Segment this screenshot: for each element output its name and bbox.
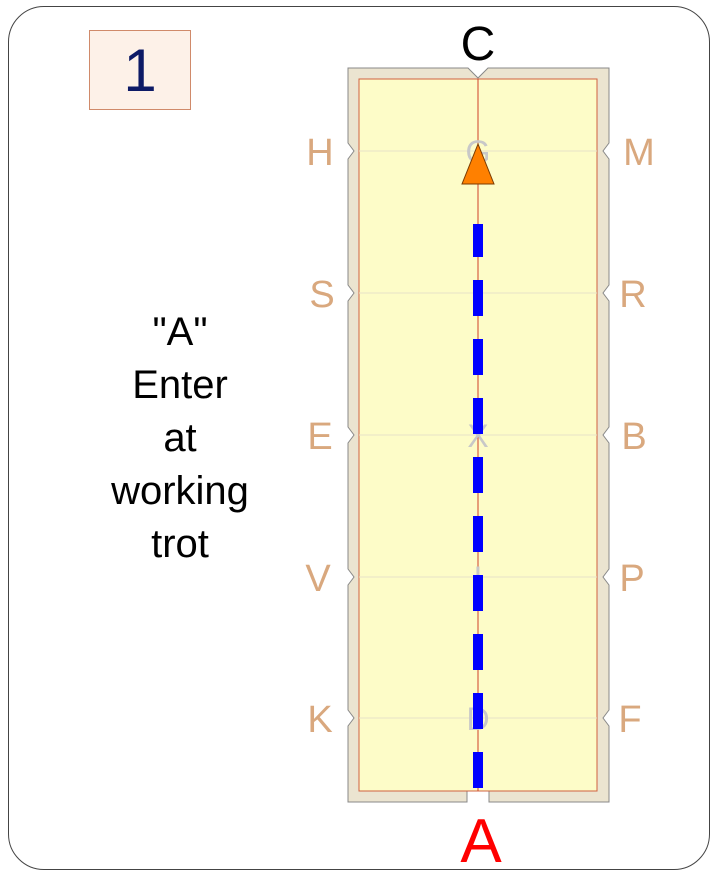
marker-h: H <box>306 132 333 174</box>
marker-b: B <box>621 416 646 458</box>
direction-arrow-icon <box>461 142 495 185</box>
marker-m: M <box>623 132 655 174</box>
marker-e: E <box>307 416 332 458</box>
instruction-text: "A" Enter at working trot <box>80 306 280 571</box>
step-number: 1 <box>123 36 157 104</box>
marker-p: P <box>619 558 644 600</box>
instruction-line: working <box>111 469 249 513</box>
step-number-box: 1 <box>89 30 191 110</box>
marker-s: S <box>309 274 334 316</box>
marker-a: A <box>460 807 502 876</box>
marker-f: F <box>618 699 641 741</box>
marker-x: X <box>467 418 488 454</box>
instruction-line: trot <box>151 522 209 566</box>
marker-c: C <box>461 18 496 71</box>
marker-v: V <box>305 558 331 600</box>
marker-r: R <box>619 274 646 316</box>
instruction-line: Enter <box>132 363 228 407</box>
instruction-line: "A" <box>152 310 208 354</box>
instruction-line: at <box>163 416 197 460</box>
marker-k: K <box>307 699 332 741</box>
